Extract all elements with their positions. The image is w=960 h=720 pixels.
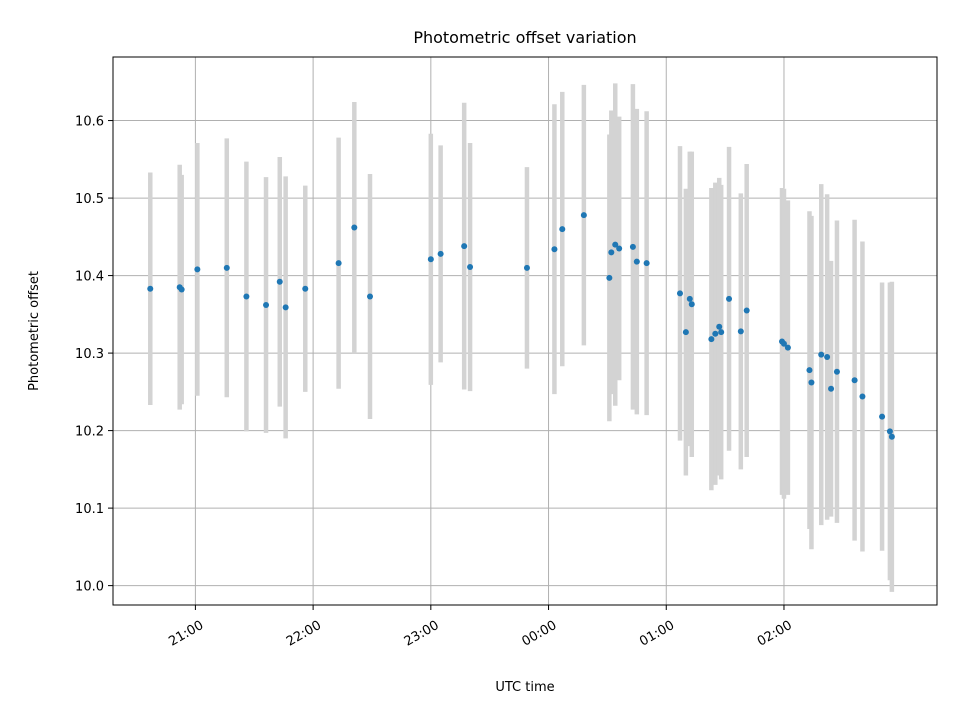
y-tick-label: 10.3 <box>75 347 104 362</box>
data-point <box>818 351 825 358</box>
data-point <box>824 353 831 360</box>
data-point <box>737 328 744 335</box>
data-point <box>686 295 693 302</box>
data-point <box>351 224 358 231</box>
data-point <box>461 243 468 250</box>
data-point <box>559 226 566 233</box>
data-point <box>859 393 866 400</box>
data-point <box>879 413 886 420</box>
data-point <box>688 301 695 308</box>
data-points <box>147 212 895 440</box>
data-point <box>716 323 723 330</box>
data-point <box>178 286 185 293</box>
x-axis-label: UTC time <box>495 680 554 695</box>
data-point <box>147 285 154 292</box>
data-point <box>712 330 719 337</box>
data-point <box>633 258 640 265</box>
y-tick-label: 10.1 <box>75 502 104 517</box>
data-point <box>718 329 725 336</box>
data-point <box>808 379 815 386</box>
data-point <box>608 249 615 256</box>
data-point <box>784 344 791 351</box>
data-point <box>606 274 613 281</box>
data-point <box>806 367 813 374</box>
chart-title: Photometric offset variation <box>413 28 636 47</box>
data-point <box>888 433 895 440</box>
data-point <box>194 266 201 273</box>
data-point <box>676 290 683 297</box>
data-point <box>743 307 750 314</box>
data-point <box>629 243 636 250</box>
data-point <box>612 241 619 248</box>
data-point <box>367 293 374 300</box>
data-point <box>243 293 250 300</box>
data-point <box>851 377 858 384</box>
data-point <box>828 385 835 392</box>
y-axis-label: Photometric offset <box>27 271 42 391</box>
data-point <box>223 264 230 271</box>
data-point <box>833 368 840 375</box>
data-point <box>302 285 309 292</box>
y-tick-label: 10.0 <box>75 580 104 595</box>
data-point <box>263 302 270 309</box>
plot-frame <box>112 56 938 606</box>
data-point <box>580 212 587 219</box>
data-point <box>682 329 689 336</box>
data-point <box>276 278 283 285</box>
data-point <box>427 256 434 263</box>
data-point <box>780 340 787 347</box>
data-point <box>551 246 558 253</box>
data-point <box>437 250 444 257</box>
y-tick-label: 10.5 <box>75 192 104 207</box>
data-point <box>708 336 715 343</box>
data-point <box>886 428 893 435</box>
data-point <box>282 304 289 311</box>
data-point <box>335 260 342 267</box>
y-tick-label: 10.4 <box>75 270 104 285</box>
y-tick-label: 10.2 <box>75 425 104 440</box>
data-point <box>643 260 650 267</box>
y-axis-ticks: 10.0 10.1 10.2 10.3 10.4 10.5 10.6 <box>75 115 113 595</box>
data-point <box>616 245 623 252</box>
data-point <box>467 264 474 271</box>
data-point <box>726 295 733 302</box>
data-point <box>523 264 530 271</box>
y-tick-label: 10.6 <box>75 115 104 130</box>
